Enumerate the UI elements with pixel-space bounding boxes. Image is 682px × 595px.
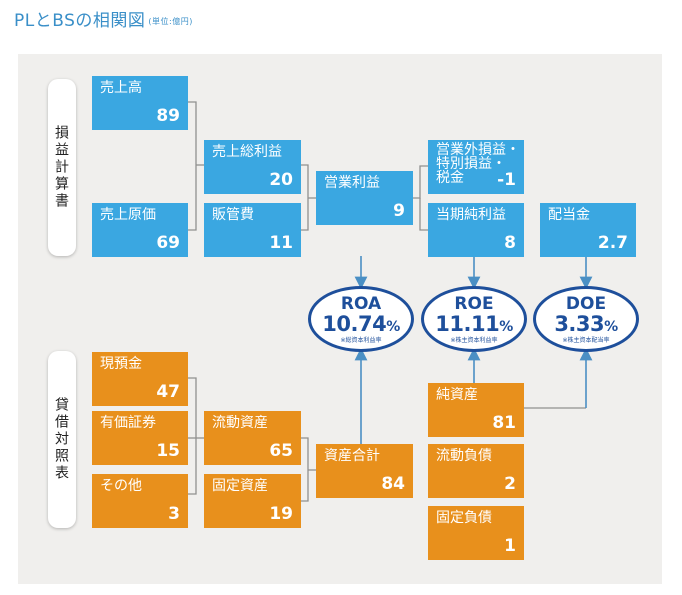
- ratio-value: 10.74: [322, 312, 387, 336]
- pl-section-label: 損益計算書: [48, 79, 76, 256]
- box-current-assets: 流動資産 65: [204, 411, 301, 465]
- box-non-operating: 営業外損益・ 特別損益・ 税金 -1: [428, 140, 524, 194]
- box-fixed-liabilities: 固定負債 1: [428, 506, 524, 560]
- box-value: 2.7: [597, 233, 628, 253]
- box-label: 営業利益: [324, 175, 380, 191]
- ratio-percent: %: [499, 319, 513, 335]
- line-gross-sga: [301, 164, 309, 231]
- ratio-value: 3.33: [554, 312, 605, 336]
- pl-section-text: 損益計算書: [55, 125, 69, 209]
- ratio-value-wrap: 11.11%: [424, 312, 524, 339]
- box-label: 流動負債: [436, 448, 492, 464]
- box-value: 81: [492, 413, 516, 433]
- ratio-name: ROA: [340, 294, 382, 314]
- box-value: -1: [497, 170, 516, 190]
- box-label: 現預金: [100, 356, 142, 372]
- ratio-value-wrap: 3.33%: [536, 312, 636, 339]
- box-cogs: 売上原価 69: [92, 203, 188, 257]
- bs-section-label: 貸借対照表: [48, 351, 76, 528]
- box-label: 有価証券: [100, 415, 156, 431]
- box-label: 配当金: [548, 207, 590, 223]
- box-label: 営業外損益・ 特別損益・ 税金: [436, 143, 520, 185]
- box-cash: 現預金 47: [92, 352, 188, 406]
- box-value: 89: [156, 106, 180, 126]
- box-fixed-assets: 固定資産 19: [204, 474, 301, 528]
- box-value: 19: [269, 504, 293, 524]
- ratio-note: ※総資本利益率: [340, 337, 382, 344]
- line-to-non-operating: [413, 165, 428, 199]
- box-value: 69: [156, 233, 180, 253]
- line-bs-current-items: [188, 377, 197, 495]
- box-dividends: 配当金 2.7: [540, 203, 636, 257]
- page-title: PLとBSの相関図 (単位:億円): [14, 6, 193, 31]
- ratio-roa: ROA 10.74% ※総資本利益率: [308, 286, 414, 352]
- box-value: 65: [269, 441, 293, 461]
- line-current-fixed: [301, 437, 309, 502]
- ratio-roe: ROE 11.11% ※株主資本利益率: [421, 286, 527, 352]
- box-label: 売上高: [100, 80, 142, 96]
- box-current-liabilities: 流動負債 2: [428, 444, 524, 498]
- box-label: 流動資産: [212, 415, 268, 431]
- box-value: 2: [504, 474, 516, 494]
- box-label: 固定資産: [212, 478, 268, 494]
- box-label: 当期純利益: [436, 207, 506, 223]
- box-label: 純資産: [436, 387, 478, 403]
- box-total-assets: 資産合計 84: [316, 444, 413, 498]
- ratio-value: 11.11: [435, 312, 500, 336]
- ratio-value-wrap: 10.74%: [311, 312, 411, 339]
- box-label: 固定負債: [436, 510, 492, 526]
- box-label: その他: [100, 478, 142, 494]
- box-value: 1: [504, 536, 516, 556]
- title-text: PLとBSの相関図: [14, 11, 146, 31]
- box-value: 15: [156, 441, 180, 461]
- ratio-doe: DOE 3.33% ※株主資本配当率: [533, 286, 639, 352]
- line-sales-cogs: [188, 101, 197, 231]
- box-other: その他 3: [92, 474, 188, 528]
- ratio-note: ※株主資本利益率: [450, 337, 498, 344]
- ratio-note: ※株主資本配当率: [562, 337, 610, 344]
- box-net-assets: 純資産 81: [428, 383, 524, 437]
- bs-section-text: 貸借対照表: [55, 397, 69, 481]
- label-line: 税金: [436, 170, 464, 186]
- box-operating-profit: 営業利益 9: [316, 171, 413, 225]
- box-gross-profit: 売上総利益 20: [204, 140, 301, 194]
- box-label: 売上総利益: [212, 144, 282, 160]
- box-label: 販管費: [212, 207, 254, 223]
- box-sga: 販管費 11: [204, 203, 301, 257]
- label-line: 特別損益・: [436, 156, 506, 172]
- box-securities: 有価証券 15: [92, 411, 188, 465]
- ratio-name: DOE: [565, 294, 607, 314]
- label-line: 営業外損益・: [436, 142, 520, 158]
- box-value: 8: [504, 233, 516, 253]
- ratio-name: ROE: [454, 294, 494, 314]
- box-label: 売上原価: [100, 207, 156, 223]
- box-value: 84: [381, 474, 405, 494]
- box-value: 47: [156, 382, 180, 402]
- box-label: 資産合計: [324, 448, 380, 464]
- box-value: 11: [269, 233, 293, 253]
- ratio-percent: %: [604, 319, 618, 335]
- box-sales: 売上高 89: [92, 76, 188, 130]
- ratio-percent: %: [386, 319, 400, 335]
- box-value: 9: [393, 201, 405, 221]
- box-value: 3: [168, 504, 180, 524]
- box-value: 20: [269, 170, 293, 190]
- box-net-income: 当期純利益 8: [428, 203, 524, 257]
- unit-note: (単位:億円): [148, 17, 193, 26]
- line-to-net-income: [419, 198, 428, 231]
